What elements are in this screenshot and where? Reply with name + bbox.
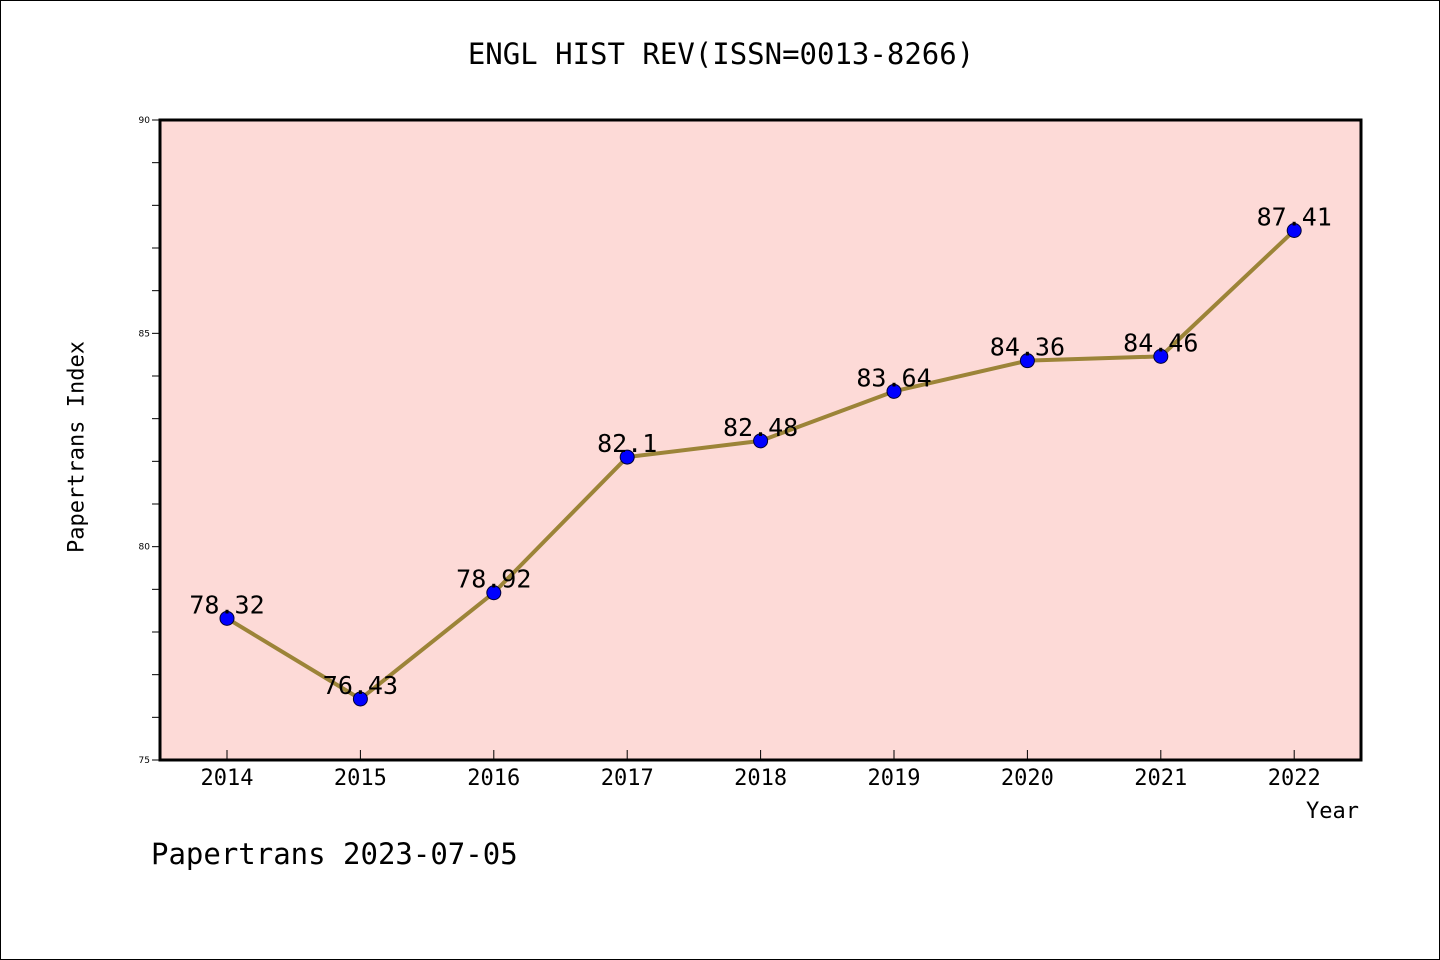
- data-label: 82.48: [723, 413, 798, 442]
- data-point: [352, 691, 368, 707]
- data-point: [1153, 348, 1169, 364]
- plot-border: [158, 118, 1363, 762]
- x-tick-label: 2020: [1001, 766, 1054, 791]
- x-tick-label: 2019: [868, 766, 921, 791]
- y-tick-label: 75: [139, 756, 150, 766]
- footer-text: Papertrans 2023-07-05: [151, 837, 518, 871]
- data-label: 87.41: [1257, 203, 1332, 232]
- data-label: 82.1: [597, 429, 657, 458]
- data-label: 84.36: [990, 333, 1065, 362]
- data-labels: 78.32 76.43 78.92 82.1 82.48 83.64 84.36 84.46 8…: [189, 203, 1331, 700]
- x-tick-label: 2021: [1134, 766, 1187, 791]
- data-point: [1286, 223, 1302, 239]
- data-label: 84.46: [1123, 328, 1198, 357]
- x-tick-label: 2017: [601, 766, 654, 791]
- data-label: 83.64: [856, 363, 931, 392]
- chart-title: ENGL HIST REV(ISSN=0013-8266): [467, 37, 975, 71]
- y-tick-label: 80: [139, 543, 151, 553]
- x-tick-label: 2018: [734, 766, 787, 791]
- x-axis-ticks: 2014 2015 2016 2017 2018 2019 2020 2021 2022: [201, 750, 1321, 791]
- x-axis-label: Year: [1306, 799, 1359, 824]
- data-point: [753, 433, 769, 449]
- data-label: 78.92: [456, 565, 531, 594]
- data-point: [219, 610, 235, 626]
- data-label: 76.43: [323, 671, 398, 700]
- y-tick-label: 90: [139, 116, 151, 126]
- x-tick-label: 2014: [201, 766, 254, 791]
- y-axis-ticks: 75 80 85 90: [139, 116, 160, 766]
- data-point: [1019, 353, 1035, 369]
- data-point: [619, 449, 635, 465]
- data-label: 78.32: [189, 590, 264, 619]
- data-point: [486, 585, 502, 601]
- x-tick-label: 2016: [467, 766, 520, 791]
- data-point: [886, 383, 902, 399]
- x-tick-label: 2015: [334, 766, 387, 791]
- series-markers: [219, 223, 1302, 707]
- y-tick-label: 85: [139, 329, 150, 339]
- x-tick-label: 2022: [1268, 766, 1321, 791]
